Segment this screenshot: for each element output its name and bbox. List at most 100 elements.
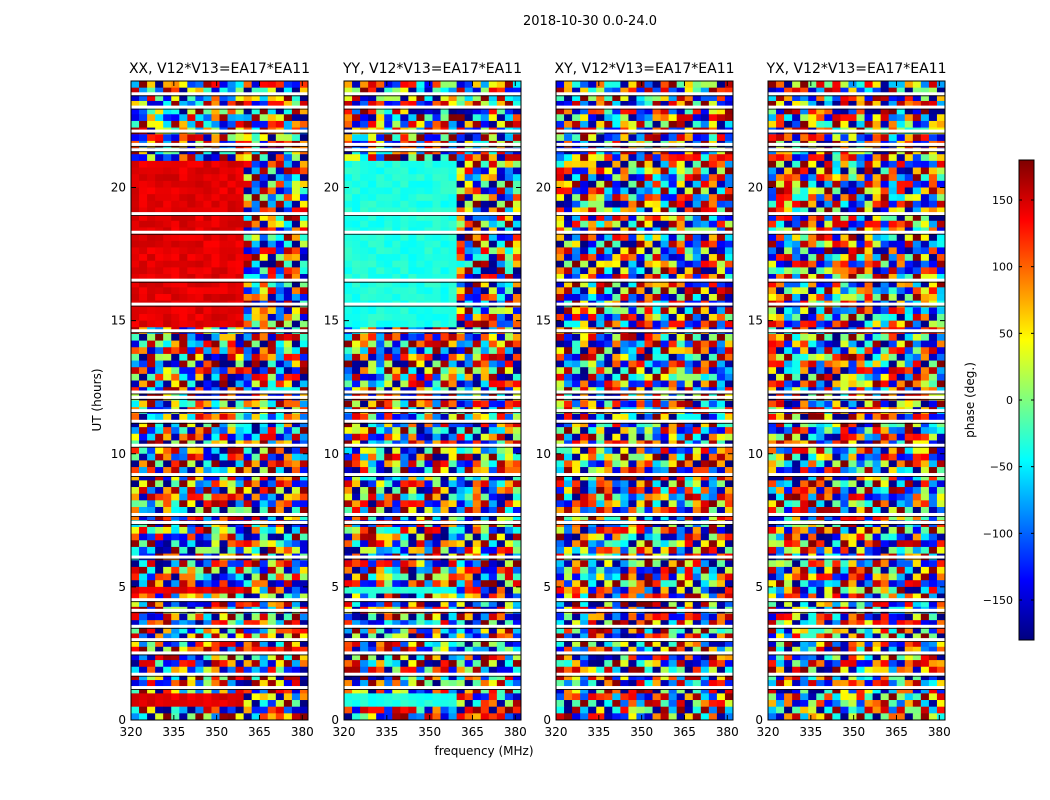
phase-cell — [275, 660, 285, 668]
phase-cell — [564, 214, 573, 222]
phase-cell — [352, 673, 361, 681]
phase-cell — [235, 180, 245, 188]
phase-cell — [283, 107, 293, 115]
phase-cell — [588, 234, 597, 242]
phase-cell — [219, 254, 228, 262]
phase-cell — [352, 540, 361, 548]
phase-cell — [163, 533, 172, 541]
phase-cell — [652, 207, 661, 215]
phase-cell — [504, 640, 514, 648]
phase-cell — [171, 713, 180, 721]
phase-cell — [267, 646, 277, 654]
phase-cell — [588, 240, 597, 248]
phase-cell — [400, 180, 409, 188]
flagged-row — [131, 638, 308, 642]
phase-cell — [504, 500, 514, 508]
phase-cell — [408, 573, 417, 581]
phase-cell — [620, 240, 629, 248]
phase-cell — [227, 120, 236, 128]
phase-cell — [179, 473, 188, 481]
phase-cell — [408, 433, 417, 441]
phase-cell — [344, 526, 353, 535]
phase-cell — [187, 267, 196, 275]
phase-cell — [448, 646, 458, 654]
phase-cell — [596, 120, 605, 128]
phase-cell — [243, 287, 253, 295]
phase-cell — [384, 693, 393, 701]
phase-cell — [360, 573, 369, 581]
phase-cell — [424, 613, 433, 621]
phase-cell — [432, 420, 441, 428]
phase-cell — [456, 487, 466, 495]
phase-cell — [163, 600, 172, 608]
phase-cell — [344, 453, 353, 461]
phase-cell — [676, 240, 686, 248]
phase-cell — [179, 640, 188, 648]
phase-cell — [131, 493, 140, 501]
phase-cell — [235, 400, 245, 408]
phase-cell — [219, 333, 228, 341]
phase-cell — [352, 653, 361, 661]
phase-cell — [512, 400, 522, 408]
phase-cell — [291, 307, 301, 315]
phase-cell — [472, 427, 482, 435]
phase-cell — [488, 134, 498, 142]
phase-cell — [235, 380, 245, 388]
phase-cell — [480, 646, 490, 654]
phase-cell — [163, 100, 172, 109]
phase-cell — [179, 200, 188, 208]
phase-cell — [384, 493, 393, 501]
phase-cell — [155, 313, 164, 322]
phase-cell — [512, 240, 522, 248]
phase-cell — [283, 540, 293, 548]
phase-cell — [187, 713, 196, 721]
phase-cell — [384, 174, 393, 182]
phase-cell — [556, 94, 565, 102]
phase-cell — [131, 500, 140, 508]
phase-cell — [376, 640, 385, 648]
phase-cell — [243, 453, 253, 461]
phase-cell — [171, 546, 180, 554]
phase-cell — [147, 573, 156, 581]
phase-cell — [195, 447, 204, 455]
phase-cell — [496, 267, 506, 275]
phase-cell — [243, 686, 253, 694]
phase-cell — [440, 540, 449, 548]
phase-cell — [227, 154, 236, 162]
phase-cell — [291, 573, 301, 581]
phase-cell — [416, 187, 425, 195]
phase-cell — [139, 480, 148, 488]
phase-cell — [392, 100, 401, 109]
phase-cell — [504, 194, 514, 202]
phase-cell — [251, 686, 261, 694]
phase-cell — [275, 200, 285, 208]
phase-cell — [203, 646, 212, 654]
phase-cell — [588, 207, 597, 215]
phase-cell — [251, 706, 261, 714]
phase-cell — [464, 460, 474, 468]
phase-cell — [472, 447, 482, 455]
phase-cell — [700, 187, 710, 195]
phase-cell — [416, 267, 425, 275]
phase-cell — [163, 294, 172, 302]
phase-cell — [291, 693, 301, 701]
phase-cell — [464, 573, 474, 581]
phase-cell — [291, 234, 301, 242]
phase-cell — [416, 480, 425, 488]
phase-cell — [235, 646, 245, 654]
phase-cell — [416, 234, 425, 242]
phase-cell — [512, 287, 522, 295]
phase-cell — [392, 120, 401, 128]
phase-cell — [416, 566, 425, 574]
phase-cell — [488, 713, 498, 721]
phase-cell — [235, 507, 245, 515]
phase-cell — [147, 114, 156, 122]
phase-cell — [408, 653, 417, 661]
phase-cell — [708, 174, 718, 182]
phase-cell — [376, 473, 385, 481]
phase-cell — [588, 107, 597, 115]
phase-cell — [235, 313, 245, 322]
phase-cell — [472, 573, 482, 581]
phase-cell — [416, 247, 425, 255]
phase-cell — [472, 593, 482, 601]
